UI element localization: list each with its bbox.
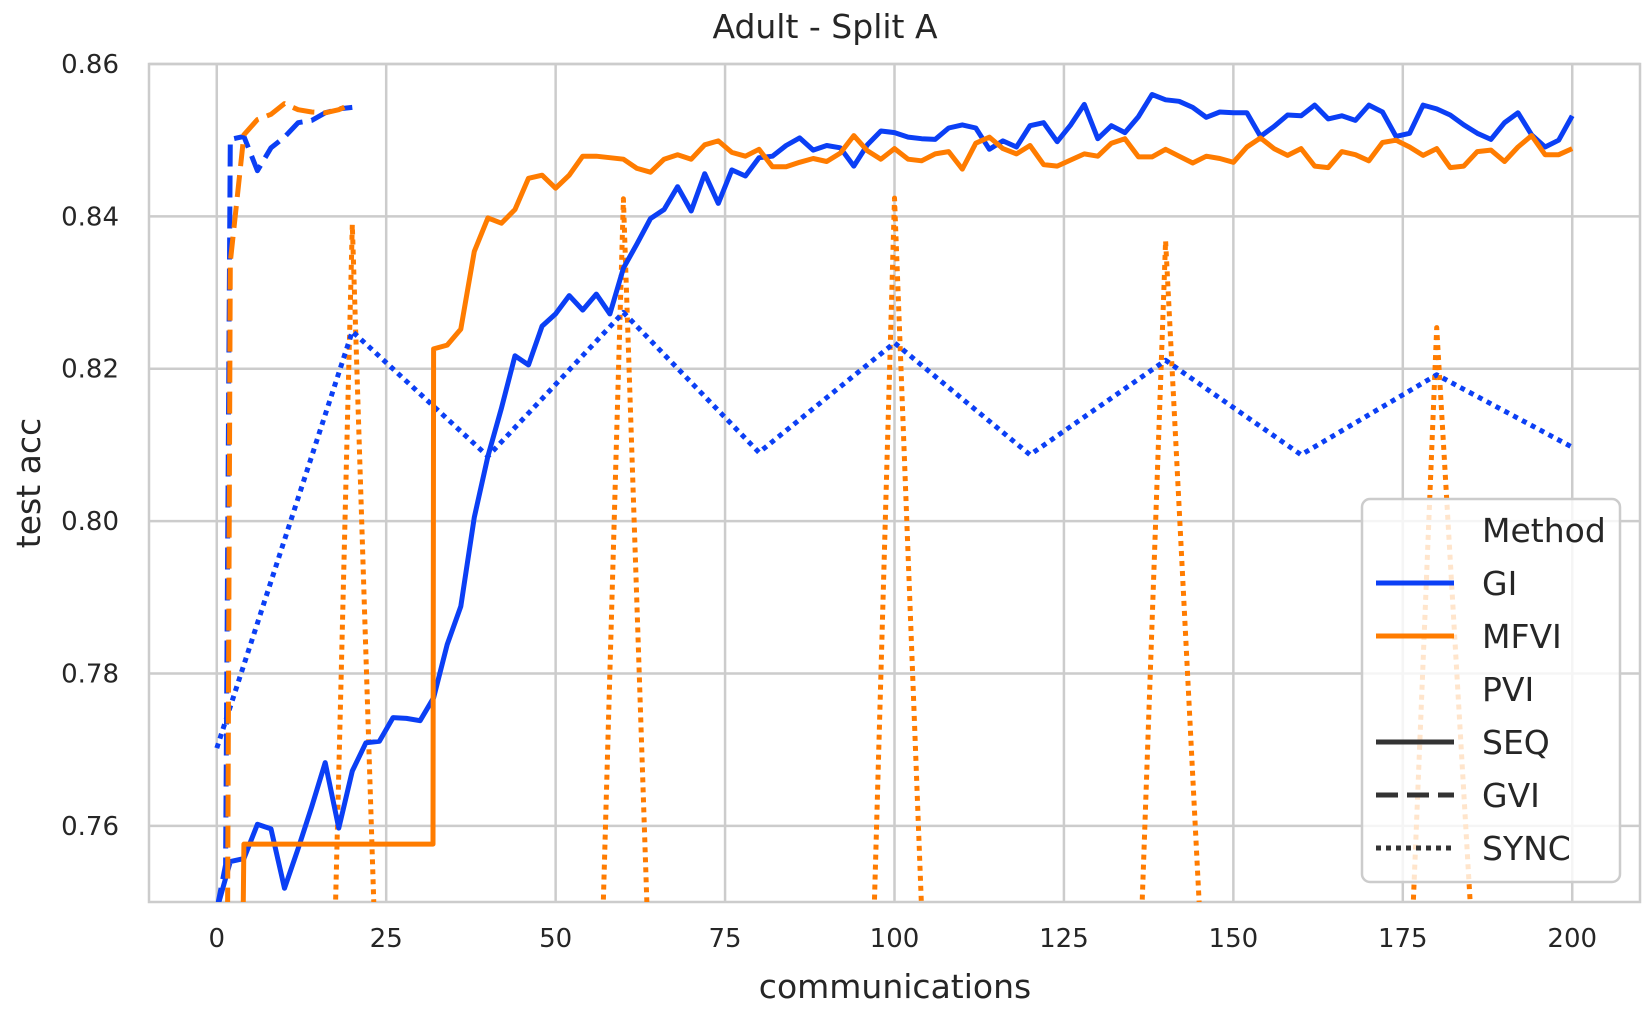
chart-title: Adult - Split A (712, 7, 938, 46)
x-tick-label: 150 (1209, 924, 1259, 954)
legend-label: GVI (1482, 776, 1540, 815)
x-tick-label: 25 (370, 924, 403, 954)
plot-area (147, 62, 1642, 904)
series-line-mfvi-sync (333, 195, 1473, 902)
x-tick-label: 125 (1039, 924, 1089, 954)
y-tick-label: 0.86 (61, 50, 119, 80)
series-line-gi-seq (216, 92, 1575, 902)
legend-box (1360, 497, 1622, 884)
legend-label: SYNC (1482, 829, 1571, 868)
y-axis-ticks: 0.76 0.78 0.80 0.82 0.84 0.86 (61, 50, 119, 842)
y-tick-label: 0.82 (61, 355, 119, 385)
legend-subtitle: PVI (1482, 670, 1534, 709)
y-tick-label: 0.78 (61, 659, 119, 689)
x-tick-label: 50 (539, 924, 572, 954)
x-tick-label: 75 (709, 924, 742, 954)
x-axis-ticks: 0 25 50 75 100 125 150 175 200 (208, 924, 1597, 954)
legend-title: Method (1482, 511, 1606, 550)
legend-label: SEQ (1482, 723, 1550, 762)
y-tick-label: 0.76 (61, 812, 119, 842)
x-tick-label: 175 (1378, 924, 1428, 954)
x-tick-label: 200 (1547, 924, 1597, 954)
series-line-mfvi-gvi (225, 101, 354, 902)
series-line-mfvi-seq (240, 133, 1574, 902)
x-tick-label: 0 (208, 924, 225, 954)
series-line-gi-sync (214, 309, 1574, 749)
legend: Method GI MFVI PVI SEQ GVI SYNC (1360, 497, 1622, 884)
y-tick-label: 0.80 (61, 507, 119, 537)
legend-label: GI (1482, 564, 1517, 603)
x-axis-label: communications (759, 967, 1031, 1006)
series-layer (214, 92, 1575, 902)
y-axis-label: test acc (9, 418, 48, 548)
y-tick-label: 0.84 (61, 202, 119, 232)
plot-frame (147, 62, 1642, 904)
legend-label: MFVI (1482, 617, 1562, 656)
x-tick-label: 100 (870, 924, 920, 954)
